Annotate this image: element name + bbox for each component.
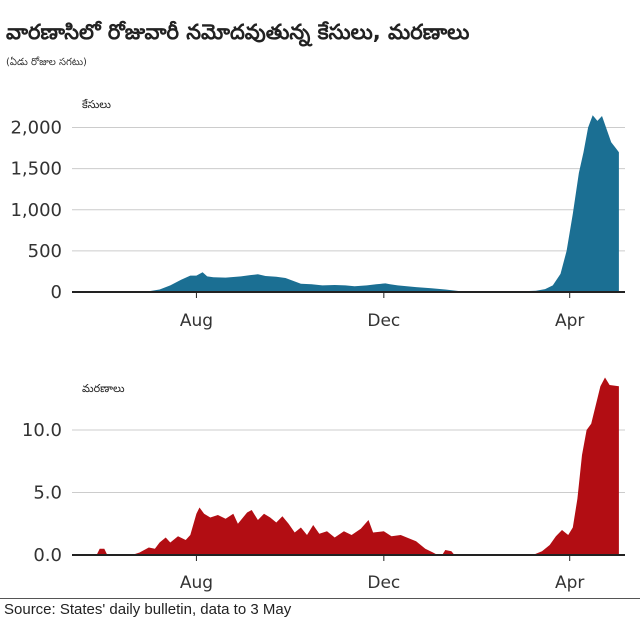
cases-chart: 0 500 1,000 1,500 2,000 కేసులు Aug Dec Apr [10, 98, 625, 331]
deaths-area-series [72, 377, 619, 555]
cases-y-tick-label: 0 [51, 282, 62, 303]
source-note: Source: States' daily bulletin, data to … [4, 601, 292, 618]
cases-y-tick-label: 1,500 [10, 159, 62, 180]
deaths-x-tick-label: Dec [367, 573, 400, 593]
chart-subtitle: (ఏడు రోజుల సగటు) [6, 57, 87, 68]
deaths-y-tick-label: 10.0 [22, 420, 62, 441]
chart-title: వారణాసిలో రోజువారీ నమోదవుతున్న కేసులు, మ… [6, 20, 470, 44]
cases-area-series [72, 115, 619, 292]
deaths-y-tick-label: 0.0 [33, 545, 62, 566]
deaths-y-axis-label: మరణాలు [82, 382, 125, 395]
deaths-x-tick-label: Aug [180, 573, 213, 593]
cases-x-tick-label: Apr [555, 311, 584, 331]
cases-y-tick-label: 2,000 [10, 118, 62, 139]
footer-divider [0, 598, 640, 599]
cases-x-tick-label: Dec [367, 311, 400, 331]
cases-y-axis-label: కేసులు [82, 98, 111, 111]
deaths-y-tick-label: 5.0 [33, 483, 62, 504]
deaths-x-tick-label: Apr [555, 573, 584, 593]
cases-y-tick-label: 1,000 [10, 200, 62, 221]
cases-y-tick-label: 500 [28, 241, 62, 262]
cases-x-tick-label: Aug [180, 311, 213, 331]
